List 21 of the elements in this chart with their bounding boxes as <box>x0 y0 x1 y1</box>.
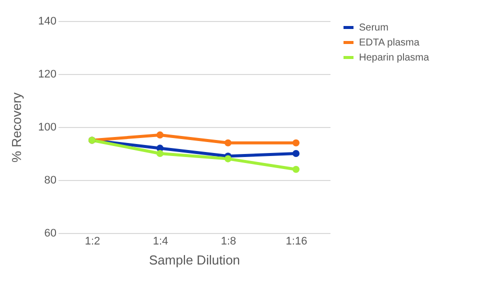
point <box>156 131 164 138</box>
y-tick-label: 100 <box>38 122 56 134</box>
x-tick-label: 1:8 <box>220 236 236 248</box>
point <box>156 150 164 158</box>
point <box>224 155 232 162</box>
point <box>224 139 232 146</box>
x-tick-label: 1:4 <box>152 236 168 248</box>
x-axis-title: Sample Dilution <box>148 252 240 268</box>
point <box>292 150 300 158</box>
y-tick-label: 60 <box>44 228 56 240</box>
legend-label: Serum <box>359 22 388 34</box>
y-axis-title: % Recovery <box>9 92 24 163</box>
x-tick-label: 1:16 <box>286 236 308 248</box>
x-tick-label: 1:2 <box>84 236 100 248</box>
y-tick-label: 80 <box>44 174 56 186</box>
point <box>292 166 300 173</box>
y-tick-label: 120 <box>38 68 56 80</box>
y-tick-label: 140 <box>38 16 56 28</box>
point <box>292 139 300 146</box>
legend-label: Heparin plasma <box>359 52 430 64</box>
legend-label: EDTA plasma <box>359 38 420 48</box>
